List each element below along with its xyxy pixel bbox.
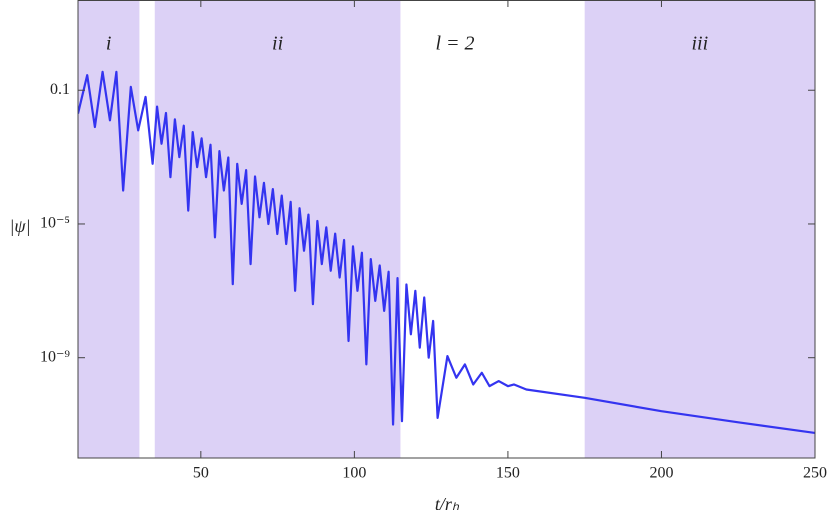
x-tick-label: 200 xyxy=(649,465,673,482)
data-line xyxy=(78,70,815,435)
y-tick-label: 0.1 xyxy=(50,81,70,98)
regions xyxy=(78,0,815,458)
x-tick-label: 250 xyxy=(803,465,827,482)
annotation: l = 2 xyxy=(435,33,474,55)
x-tick-label: 50 xyxy=(193,465,209,482)
y-axis-label: |ψ| xyxy=(9,216,30,236)
plot-frame xyxy=(77,0,816,459)
y-tick-label: 10⁻⁵ xyxy=(40,215,70,232)
x-axis-label: t/rₕ xyxy=(435,494,460,514)
region-label: ii xyxy=(272,33,283,55)
region-label: i xyxy=(106,33,112,55)
region-label: iii xyxy=(692,33,709,55)
y-tick-label: 10⁻⁹ xyxy=(40,348,70,365)
x-tick-label: 100 xyxy=(342,465,366,482)
region xyxy=(78,0,140,458)
region xyxy=(584,0,815,458)
x-tick-label: 150 xyxy=(496,465,520,482)
